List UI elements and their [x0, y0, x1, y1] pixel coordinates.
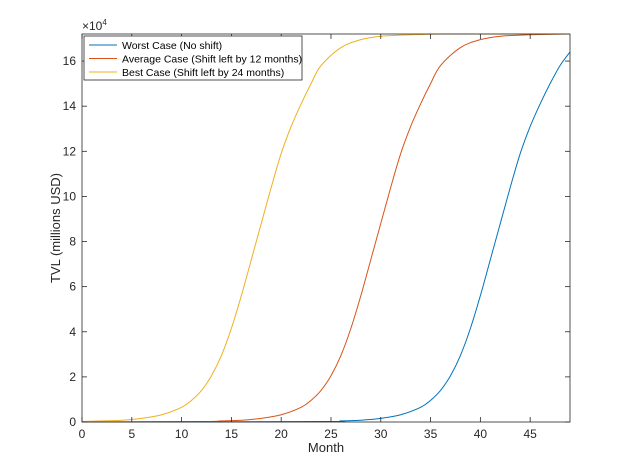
x-tick-label: 25: [324, 427, 338, 441]
legend-label-2: Average Case (Shift left by 12 months): [122, 54, 302, 66]
y-exponent-label: ×104: [82, 18, 107, 33]
legend-label-1: Worst Case (No shift): [122, 40, 222, 52]
y-tick-label: 4: [69, 325, 76, 339]
x-tick-label: 15: [225, 427, 239, 441]
x-tick-label: 0: [79, 427, 86, 441]
y-axis-label: TVL (millions USD): [48, 173, 63, 283]
legend-label-3: Best Case (Shift left by 24 months): [122, 67, 284, 79]
legend: Worst Case (No shift) Average Case (Shift…: [83, 35, 303, 81]
legend-box: [83, 35, 303, 81]
y-tick-label: 8: [69, 235, 76, 249]
x-axis-label: Month: [308, 440, 344, 455]
y-tick-label: 6: [69, 280, 76, 294]
y-tick-label: 0: [69, 415, 76, 429]
series-line-3: [81, 33, 570, 423]
x-tick-label: 30: [374, 427, 388, 441]
x-tick-label: 10: [175, 427, 189, 441]
y-tick-label: 14: [63, 99, 77, 113]
x-tick-label: 5: [128, 427, 135, 441]
y-tick-label: 16: [63, 54, 77, 68]
y-tick-label: 10: [63, 189, 77, 203]
plot-frame: [81, 33, 571, 423]
plot-area: [82, 34, 570, 422]
y-exponent-power: 4: [102, 18, 107, 27]
series-line-1: [81, 51, 571, 423]
x-tick-label: 45: [523, 427, 537, 441]
y-tick-label: 12: [63, 144, 77, 158]
x-tick-label: 40: [474, 427, 488, 441]
x-tick-label: 35: [424, 427, 438, 441]
series-layer: [81, 33, 571, 423]
x-tick-label: 20: [275, 427, 289, 441]
tick-layer: 0 5 10 15 20 25 30 35 40 45 0 2 4 6 8 10 12 14 16: [63, 34, 570, 441]
y-tick-label: 2: [69, 370, 76, 384]
series-line-2: [81, 33, 571, 423]
